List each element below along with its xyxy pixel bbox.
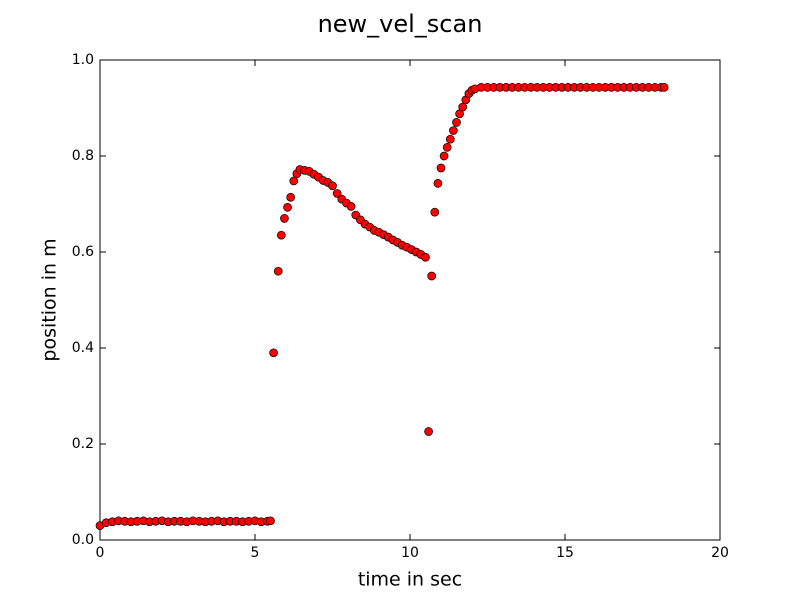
- y-tick-label: 0.4: [72, 340, 94, 356]
- data-point: [427, 271, 437, 281]
- data-point: [328, 181, 337, 191]
- data-point: [280, 214, 289, 223]
- data-point: [458, 102, 468, 112]
- x-tick-label: 5: [251, 545, 260, 561]
- y-tick-label: 0.6: [72, 244, 94, 260]
- y-tick-label: 1.0: [72, 52, 94, 68]
- data-point: [436, 163, 446, 173]
- data-point: [283, 203, 292, 212]
- data-point: [277, 230, 286, 240]
- data-point: [286, 192, 295, 202]
- y-axis-label: position in m: [39, 238, 61, 361]
- data-point: [452, 118, 461, 127]
- data-point: [273, 266, 283, 276]
- data-point: [424, 427, 433, 436]
- chart-title: new_vel_scan: [318, 10, 483, 38]
- x-tick-label: 20: [711, 545, 729, 561]
- data-point: [346, 202, 356, 211]
- data-point: [442, 143, 452, 152]
- data-point: [289, 176, 299, 186]
- x-tick-label: 15: [556, 545, 574, 561]
- data-point: [332, 189, 342, 198]
- data-point: [266, 516, 275, 526]
- y-tick-label: 0.8: [72, 148, 94, 164]
- x-tick-label: 0: [96, 545, 105, 561]
- data-point: [445, 134, 455, 144]
- y-tick-label: 0.2: [72, 436, 94, 452]
- y-tick-label: 0.0: [72, 532, 94, 548]
- data-point: [659, 83, 669, 92]
- data-point: [439, 151, 449, 161]
- data-point: [421, 252, 430, 262]
- data-point: [449, 126, 458, 135]
- data-point: [269, 348, 278, 358]
- x-tick-label: 10: [401, 545, 419, 561]
- x-axis-label: time in sec: [358, 569, 462, 591]
- data-point: [430, 207, 440, 217]
- data-point: [433, 179, 443, 188]
